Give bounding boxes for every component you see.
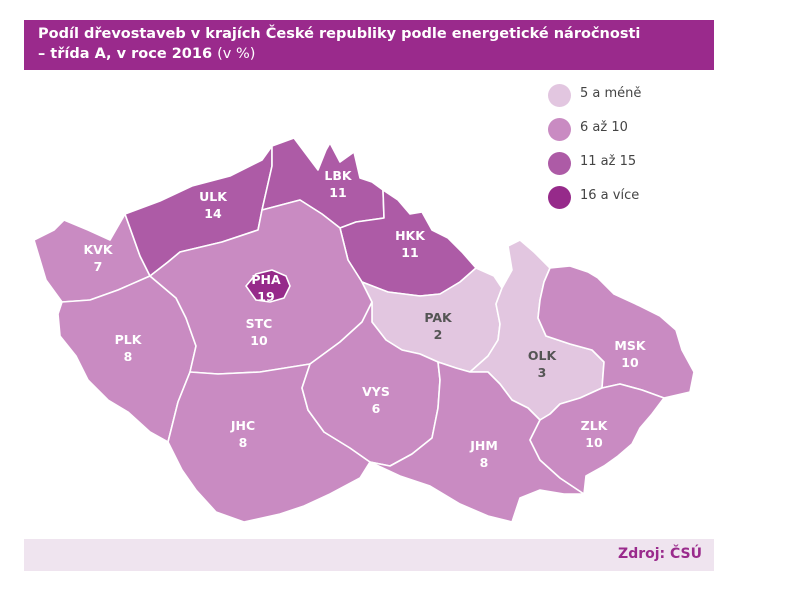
chart-title-text: – třída A, v roce 2016 <box>38 46 213 62</box>
region-code-label: PAK <box>424 310 453 325</box>
region-value-label: 7 <box>94 259 103 274</box>
region-value-label: 10 <box>585 435 603 450</box>
regions-layer <box>33 137 695 523</box>
legend-label: 11 až 15 <box>580 154 637 169</box>
chart-title-bar: Podíl dřevostaveb v krajích České republ… <box>24 20 714 70</box>
region-value-label: 8 <box>239 435 248 450</box>
region-value-label: 14 <box>204 206 222 221</box>
region-code-label: PHA <box>251 272 281 287</box>
chart-title-line1: Podíl dřevostaveb v krajích České republ… <box>38 26 641 42</box>
region-value-label: 11 <box>329 185 346 200</box>
source-bar: Zdroj: ČSÚ <box>24 539 714 571</box>
region-code-label: LBK <box>324 168 352 183</box>
region-code-label: KVK <box>83 242 113 257</box>
region-shape-pha <box>245 269 291 303</box>
legend-label: 16 a více <box>580 188 640 203</box>
region-shape-jhm <box>369 361 585 523</box>
region-value-label: 6 <box>372 401 381 416</box>
region-value-label: 19 <box>257 289 274 304</box>
region-value-label: 11 <box>401 245 418 260</box>
region-value-label: 2 <box>434 327 443 342</box>
region-value-label: 8 <box>480 455 489 470</box>
region-zlk <box>529 383 665 495</box>
legend-label: 6 až 10 <box>580 120 628 135</box>
region-code-label: ZLK <box>581 418 609 433</box>
region-code-label: VYS <box>362 384 390 399</box>
czech-regions-map: KVK 7 ULK 14 LBK 11 HKK 11 PLK 8 STC 10 PAK 2 OLK 3 MSK 1… <box>33 137 695 523</box>
region-value-label: 8 <box>124 349 133 364</box>
region-jhm <box>369 361 585 523</box>
region-pha <box>245 269 291 303</box>
region-code-label: ULK <box>199 189 228 204</box>
source-label: Zdroj: ČSÚ <box>618 546 702 562</box>
region-code-label: MSK <box>614 338 646 353</box>
chart-title-unit: (v %) <box>217 46 256 62</box>
legend-label: 5 a méně <box>580 86 642 101</box>
legend-swatch <box>548 152 571 175</box>
region-shape-zlk <box>529 383 665 495</box>
labels-layer: KVK 7 ULK 14 LBK 11 HKK 11 PLK 8 STC 10 PAK 2 OLK 3 MSK 1… <box>83 168 646 470</box>
region-code-label: OLK <box>528 348 558 363</box>
region-value-label: 10 <box>621 355 639 370</box>
region-code-label: HKK <box>395 228 426 243</box>
region-code-label: JHC <box>230 418 255 433</box>
region-code-label: JHM <box>469 438 498 453</box>
region-value-label: 10 <box>250 333 268 348</box>
region-value-label: 3 <box>538 365 547 380</box>
legend-swatch <box>548 118 571 141</box>
legend-swatch <box>548 84 571 107</box>
region-code-label: PLK <box>115 332 143 347</box>
region-code-label: STC <box>246 316 273 331</box>
chart-title-line2: – třída A, v roce 2016 (v %) <box>38 44 714 64</box>
legend-swatch <box>548 186 571 209</box>
